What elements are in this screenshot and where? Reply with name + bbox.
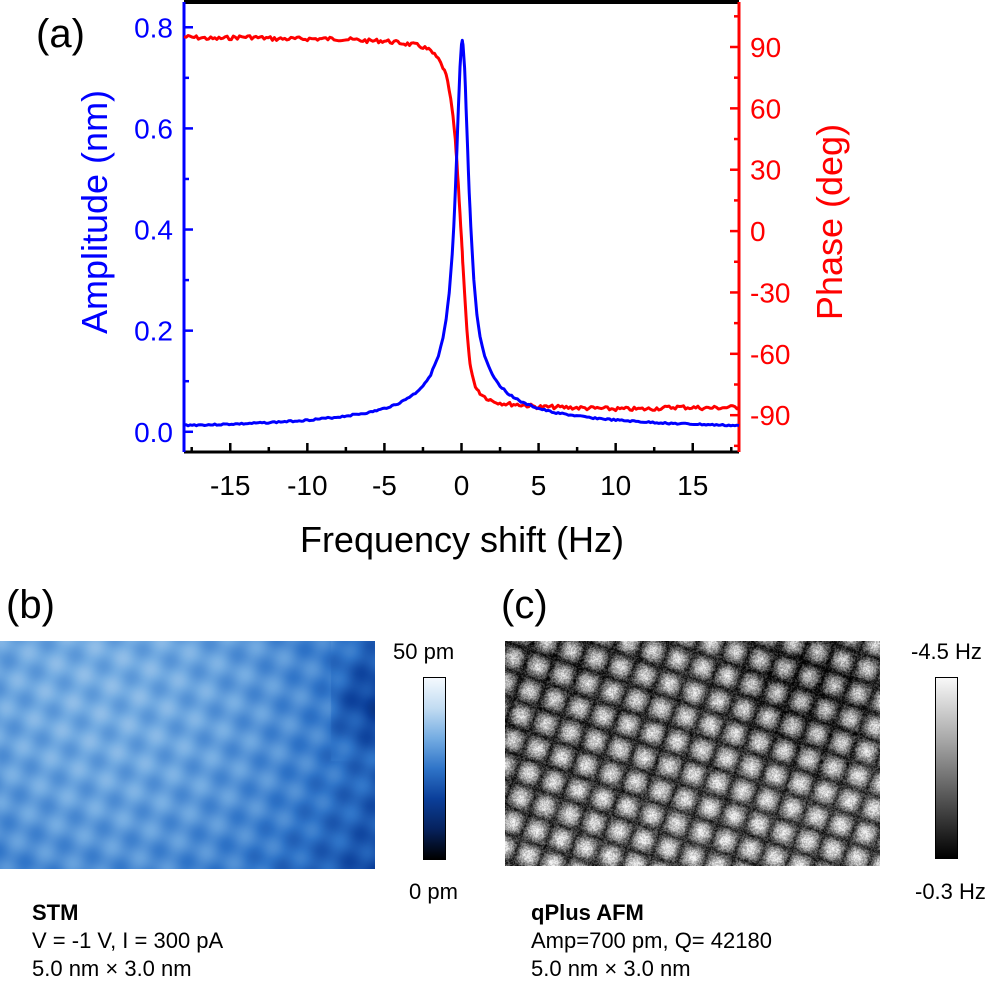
afm-colorbar-min-label: -0.3 Hz xyxy=(915,879,986,904)
right-y-axis-ticks: 90 60 30 0 -30 -60 -90 xyxy=(730,15,790,448)
afm-caption-size: 5.0 nm × 3.0 nm xyxy=(531,956,691,981)
afm-caption: qPlus AFM Amp=700 pm, Q= 42180 5.0 nm × … xyxy=(531,899,772,983)
x-tick-label: 0 xyxy=(454,470,470,501)
x-tick-label: -10 xyxy=(287,470,327,501)
panel-label-a: (a) xyxy=(36,12,85,56)
right-y-tick-label: -60 xyxy=(750,339,790,370)
right-y-tick-label: 0 xyxy=(750,216,766,247)
x-axis-label: Frequency shift (Hz) xyxy=(300,519,624,560)
x-tick-label: 5 xyxy=(531,470,547,501)
afm-colorbar-max-label: -4.5 Hz xyxy=(911,639,982,664)
afm-caption-params: Amp=700 pm, Q= 42180 xyxy=(531,928,772,953)
left-y-tick-label: 0.6 xyxy=(134,113,173,144)
x-tick-label: 10 xyxy=(600,470,631,501)
right-y-tick-label: -30 xyxy=(750,277,790,308)
stm-image xyxy=(0,641,375,869)
right-y-tick-label: 90 xyxy=(750,32,781,63)
stm-caption-size: 5.0 nm × 3.0 nm xyxy=(32,956,192,981)
stm-caption-params: V = -1 V, I = 300 pA xyxy=(32,928,224,953)
stm-caption: STM V = -1 V, I = 300 pA 5.0 nm × 3.0 nm xyxy=(32,899,223,983)
curves xyxy=(183,34,740,428)
left-y-tick-label: 0.2 xyxy=(134,316,173,347)
stm-colorbar-min-label: 0 pm xyxy=(409,879,458,904)
left-y-axis-label: Amplitude (nm) xyxy=(74,90,115,334)
afm-colorbar xyxy=(935,677,958,859)
stm-colorbar xyxy=(423,677,446,860)
x-tick-label: -5 xyxy=(372,470,397,501)
right-y-tick-label: 30 xyxy=(750,155,781,186)
left-y-axis-ticks: 0.0 0.2 0.4 0.6 0.8 xyxy=(134,12,193,448)
amplitude-series-line xyxy=(183,38,740,428)
x-axis-ticks: -15 -10 -5 0 5 10 15 xyxy=(190,443,733,501)
left-y-tick-label: 0.8 xyxy=(134,12,173,43)
amplitude-phase-chart: -15 -10 -5 0 5 10 15 0.0 0.2 0.4 0.6 0.8 90 60 30 0 -3… xyxy=(74,0,850,560)
afm-image xyxy=(505,641,880,866)
x-tick-label: -15 xyxy=(210,470,250,501)
afm-caption-title: qPlus AFM xyxy=(531,900,644,925)
stm-colorbar-max-label: 50 pm xyxy=(393,639,455,664)
right-y-tick-label: -90 xyxy=(750,400,790,431)
x-tick-label: 15 xyxy=(677,470,708,501)
phase-series-line xyxy=(183,34,740,413)
panel-label-b: (b) xyxy=(6,583,55,627)
panel-label-c: (c) xyxy=(501,583,548,627)
right-y-tick-label: 60 xyxy=(750,93,781,124)
right-y-axis-label: Phase (deg) xyxy=(809,124,850,320)
stm-caption-title: STM xyxy=(32,900,79,925)
left-y-tick-label: 0.4 xyxy=(134,215,173,246)
left-y-tick-label: 0.0 xyxy=(134,417,173,448)
